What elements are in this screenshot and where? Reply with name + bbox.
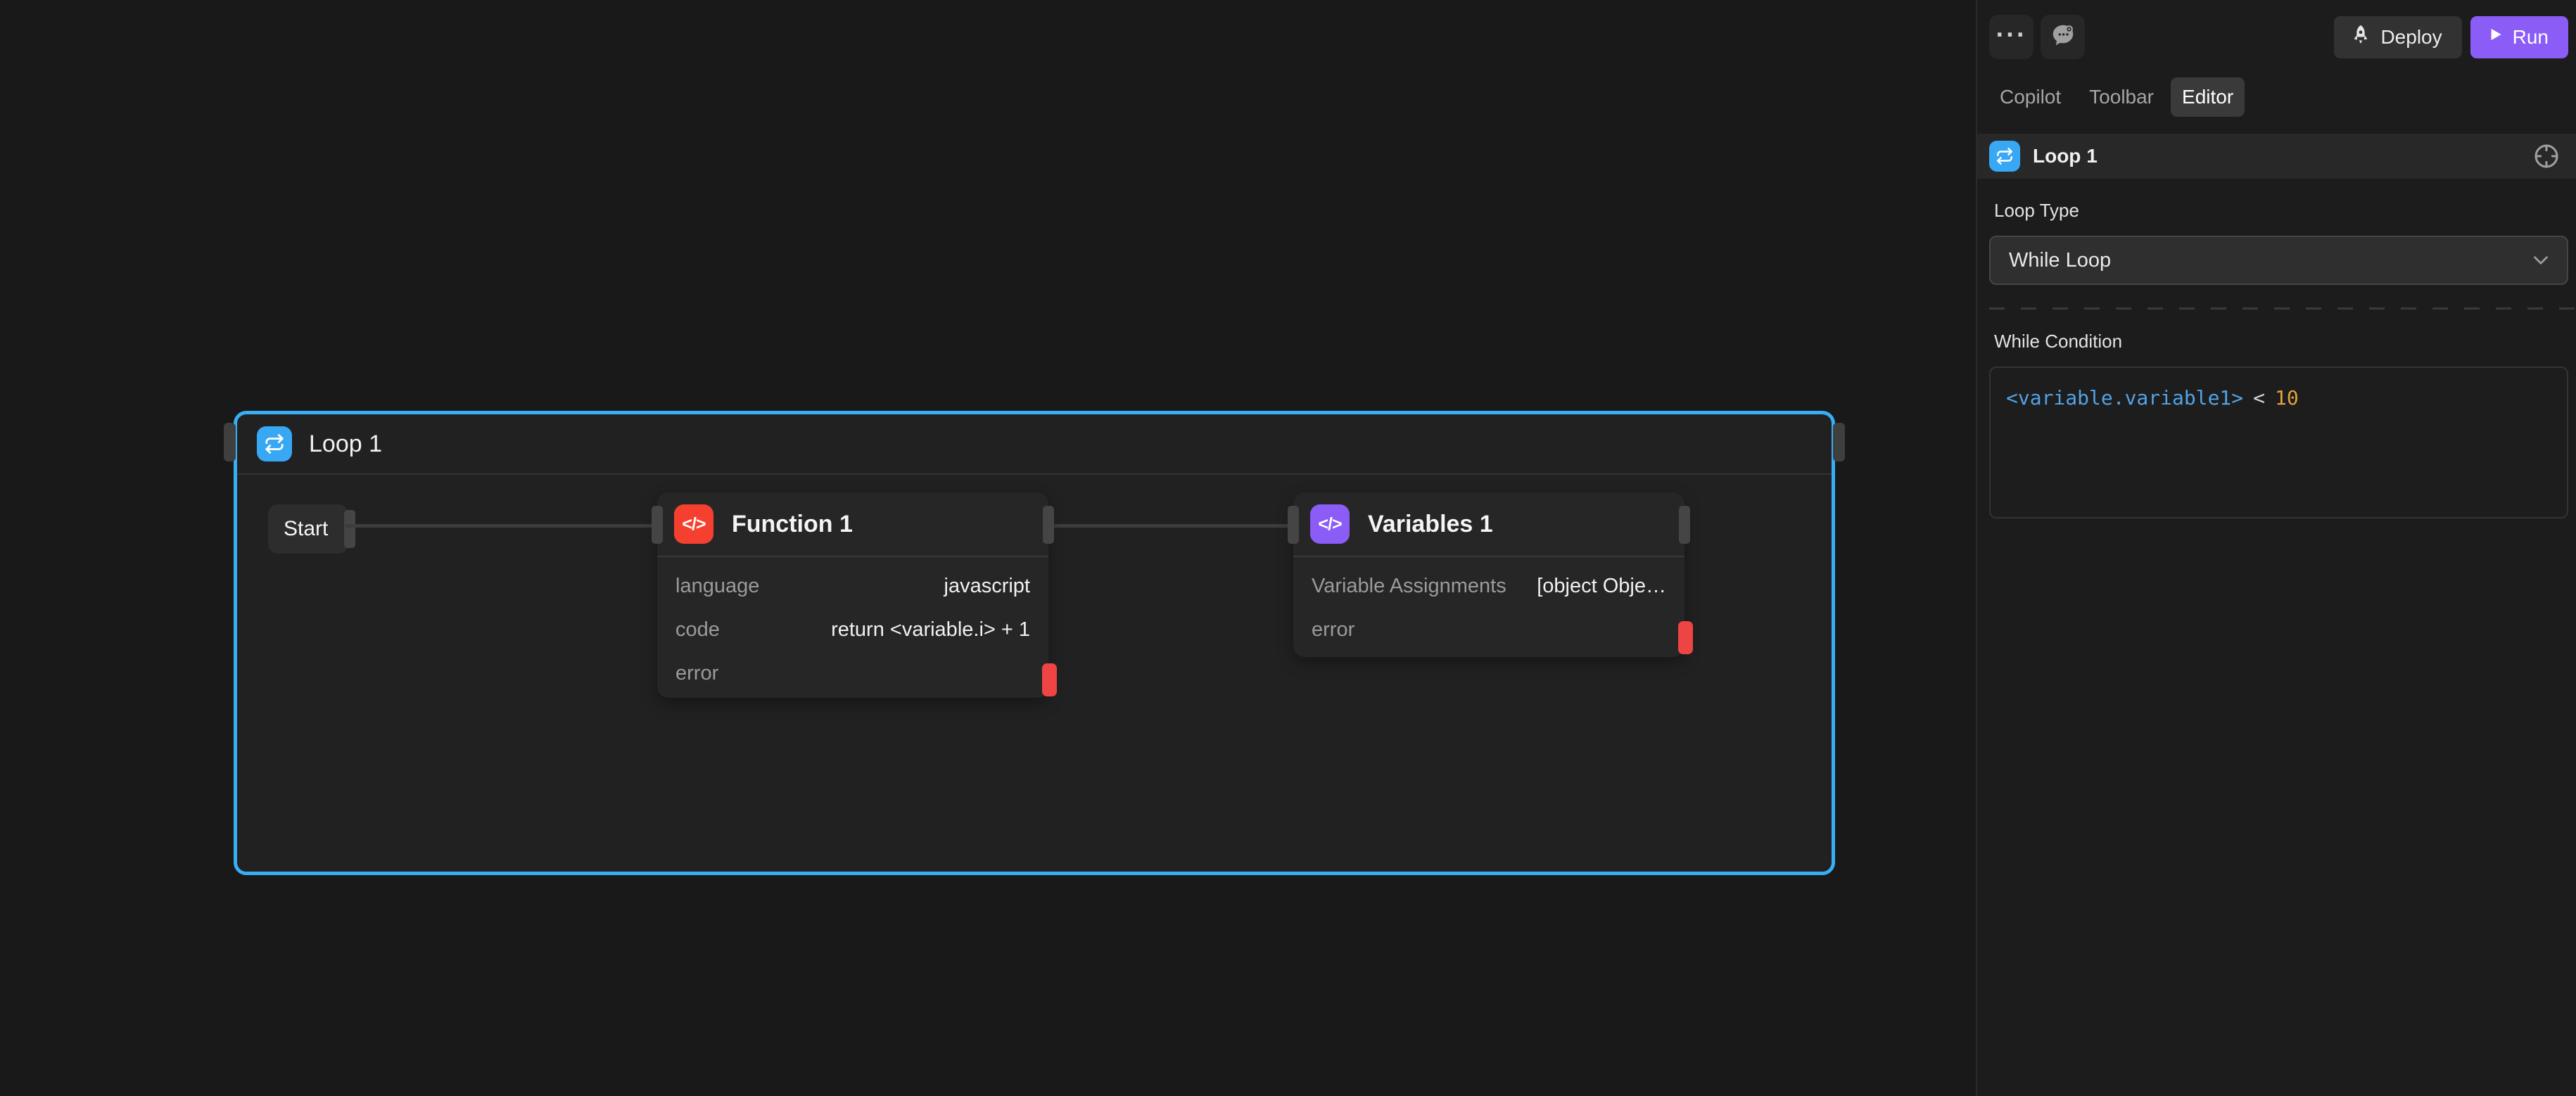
table-row: error bbox=[1312, 608, 1666, 651]
row-label: error bbox=[675, 661, 719, 684]
row-label: language bbox=[675, 574, 760, 597]
row-value: [object Obje… bbox=[1537, 574, 1666, 597]
code-operator-token: < bbox=[2253, 386, 2266, 409]
row-label: code bbox=[675, 618, 720, 641]
start-node[interactable]: Start bbox=[268, 504, 355, 554]
function-input-handle[interactable] bbox=[652, 506, 663, 544]
rocket-icon bbox=[2349, 23, 2372, 51]
loop-group-output-handle[interactable] bbox=[1833, 423, 1845, 461]
deploy-button-label: Deploy bbox=[2380, 25, 2442, 48]
panel-tabs: Copilot Toolbar Editor bbox=[1988, 77, 2576, 117]
tab-copilot[interactable]: Copilot bbox=[2000, 86, 2062, 108]
variables-node[interactable]: </> Variables 1 Variable Assignments [ob… bbox=[1288, 492, 1693, 657]
row-value: javascript bbox=[944, 574, 1031, 597]
more-options-button[interactable]: ··· bbox=[1989, 15, 2033, 59]
function-output-handle[interactable] bbox=[1043, 506, 1054, 544]
loop-type-value: While Loop bbox=[2009, 248, 2112, 272]
edge-start-to-function bbox=[345, 524, 656, 528]
variables-input-handle[interactable] bbox=[1288, 506, 1299, 544]
table-row: Variable Assignments [object Obje… bbox=[1312, 564, 1666, 608]
variables-node-header: </> Variables 1 bbox=[1293, 492, 1684, 557]
tab-toolbar[interactable]: Toolbar bbox=[2089, 86, 2155, 108]
row-label: Variable Assignments bbox=[1312, 574, 1506, 597]
section-divider bbox=[1989, 307, 2576, 310]
code-icon: </> bbox=[674, 504, 713, 544]
edge-function-to-variables bbox=[1053, 524, 1296, 528]
start-node-label: Start bbox=[284, 517, 329, 540]
loop-group-header[interactable]: Loop 1 bbox=[237, 414, 1832, 475]
function-node-header: </> Function 1 bbox=[657, 492, 1048, 557]
chat-bubble-icon bbox=[2050, 22, 2076, 52]
while-condition-editor[interactable]: <variable.variable1> <10 bbox=[1989, 367, 2568, 518]
variables-output-handle[interactable] bbox=[1679, 506, 1690, 544]
while-condition-label: While Condition bbox=[1994, 331, 2123, 352]
loop-type-label: Loop Type bbox=[1994, 200, 2079, 221]
table-row: error bbox=[675, 651, 1030, 695]
tab-editor[interactable]: Editor bbox=[2171, 77, 2245, 117]
panel-topbar: ··· bbox=[1977, 0, 2576, 59]
feedback-button[interactable] bbox=[2041, 15, 2085, 59]
chevron-down-icon bbox=[2529, 248, 2553, 272]
deploy-button[interactable]: Deploy bbox=[2334, 15, 2462, 58]
loop-icon bbox=[1989, 141, 2020, 172]
loop-type-select[interactable]: While Loop bbox=[1989, 236, 2568, 285]
selected-node-header: Loop 1 bbox=[1977, 134, 2576, 179]
function-error-handle[interactable] bbox=[1042, 663, 1057, 696]
editor-panel: ··· bbox=[1976, 0, 2576, 1096]
row-label: error bbox=[1312, 618, 1355, 641]
variables-error-handle[interactable] bbox=[1678, 621, 1693, 654]
function-node[interactable]: </> Function 1 language javascript code … bbox=[652, 492, 1057, 698]
run-button-label: Run bbox=[2512, 25, 2549, 48]
table-row: code return <variable.i> + 1 bbox=[675, 608, 1030, 651]
crosshair-icon[interactable] bbox=[2532, 142, 2561, 170]
play-icon bbox=[2486, 25, 2504, 49]
workflow-canvas[interactable]: Loop 1 Start </> Function 1 language jav… bbox=[0, 0, 1976, 1096]
loop-group-title: Loop 1 bbox=[309, 430, 382, 457]
run-button[interactable]: Run bbox=[2470, 15, 2568, 58]
table-row: language javascript bbox=[675, 564, 1030, 608]
function-node-title: Function 1 bbox=[732, 510, 853, 537]
code-icon: </> bbox=[1310, 504, 1350, 544]
code-number-token: 10 bbox=[2275, 386, 2299, 409]
selected-node-title: Loop 1 bbox=[2033, 145, 2098, 167]
variables-node-title: Variables 1 bbox=[1368, 510, 1493, 537]
loop-icon bbox=[257, 426, 292, 461]
loop-group-input-handle[interactable] bbox=[224, 423, 236, 461]
start-output-handle[interactable] bbox=[344, 510, 355, 548]
code-variable-token: <variable.variable1> bbox=[2006, 386, 2244, 409]
row-value: return <variable.i> + 1 bbox=[831, 618, 1030, 641]
